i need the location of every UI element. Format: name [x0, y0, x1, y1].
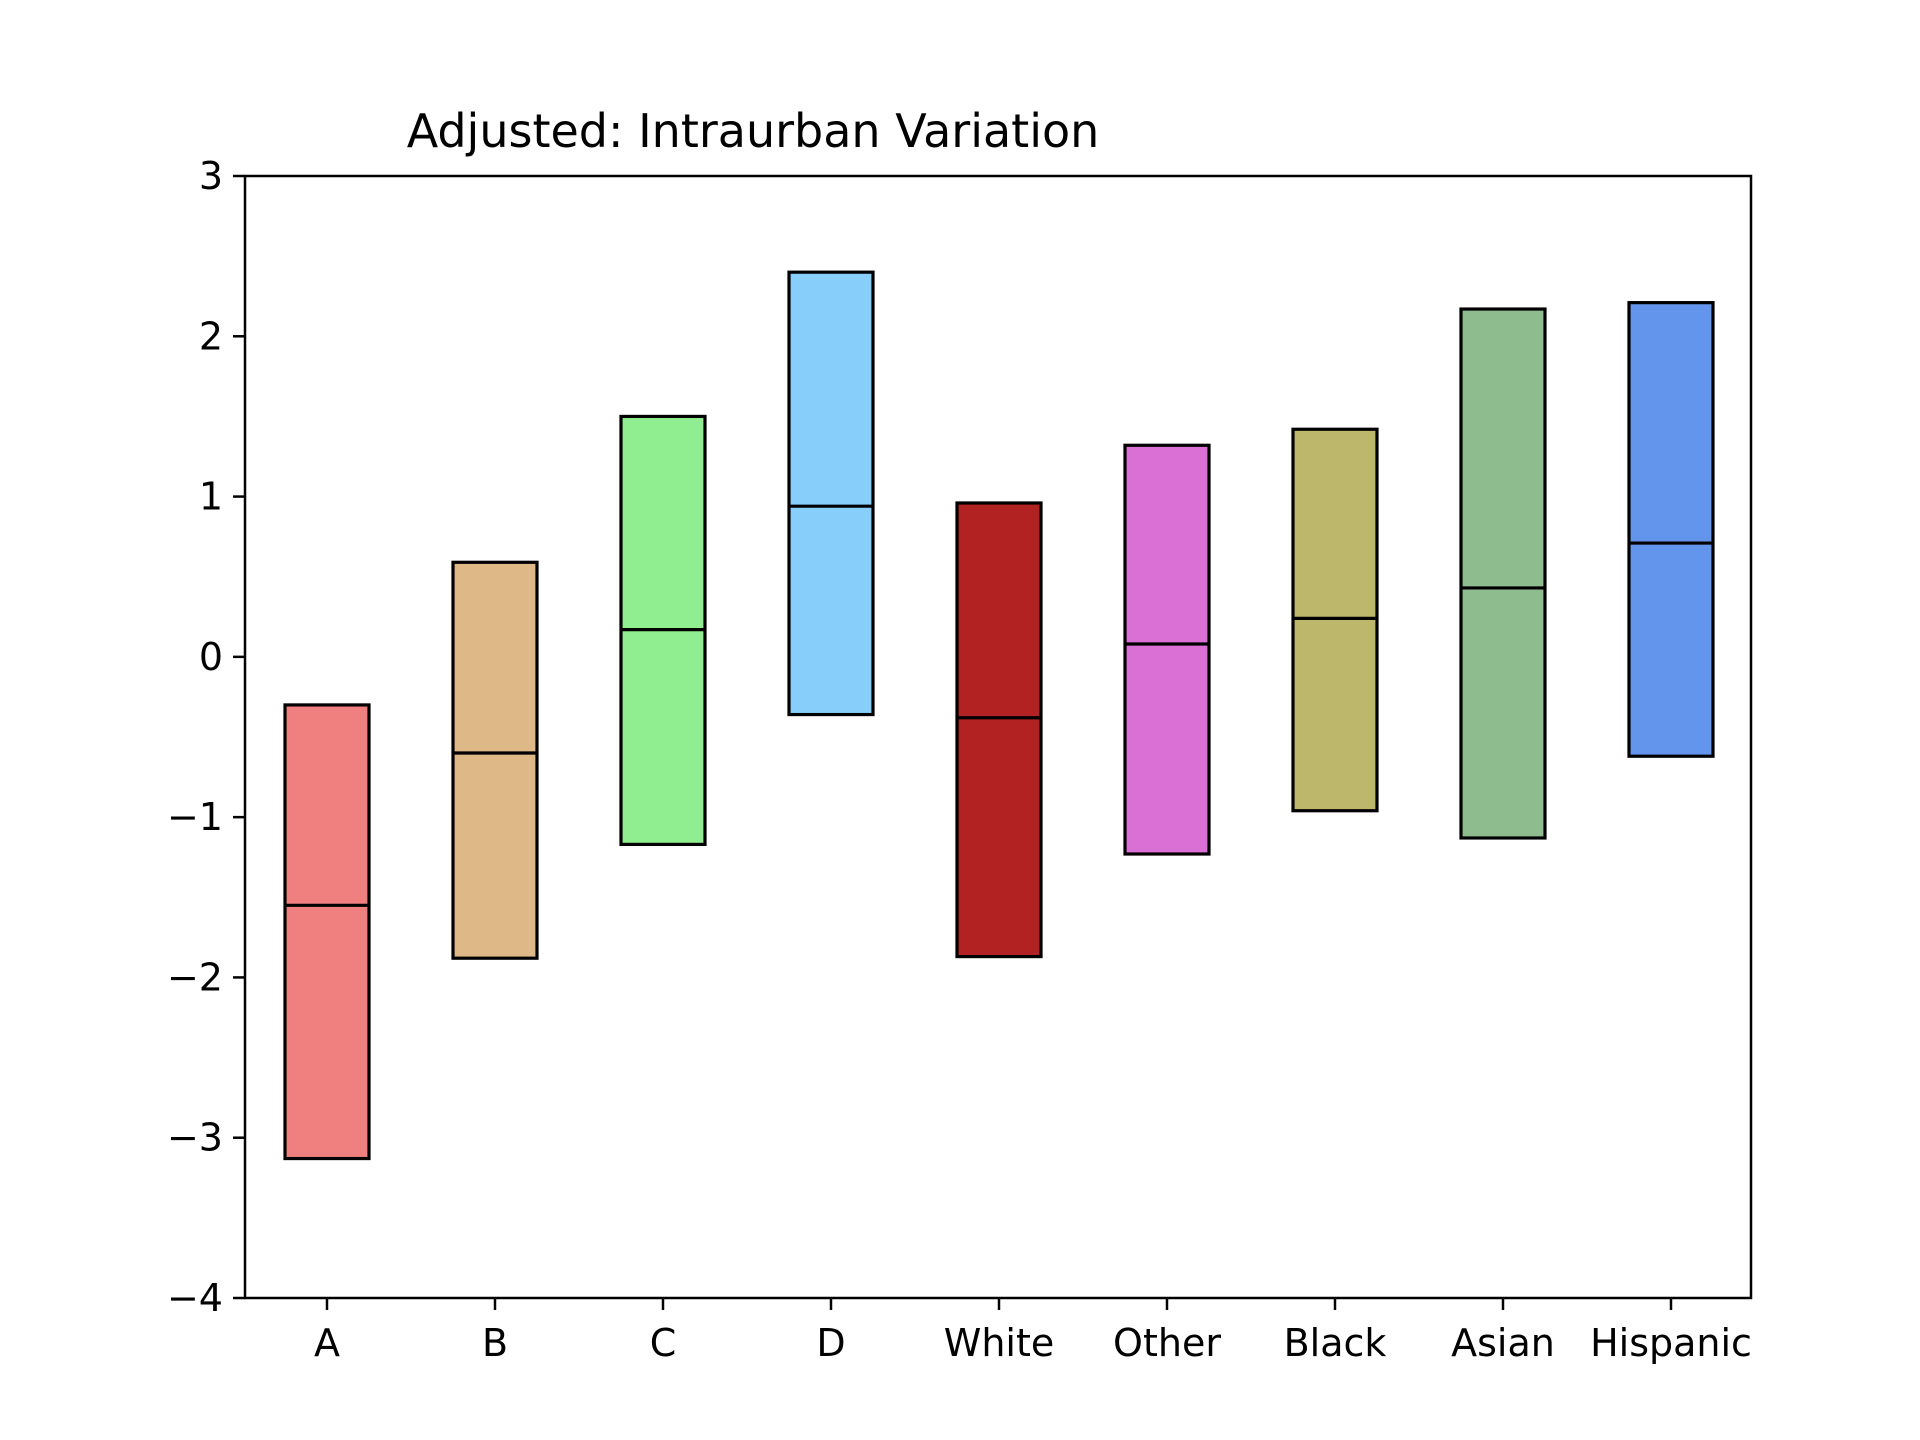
- bars-layer: [283, 270, 1715, 1161]
- bar-group-white: [955, 501, 1043, 959]
- x-tick-label-other: Other: [1113, 1321, 1221, 1365]
- bar-other: [1123, 443, 1211, 856]
- x-tick-label-black: Black: [1284, 1321, 1387, 1365]
- bar-group-c: [619, 414, 707, 846]
- y-tick-label: −3: [167, 1116, 223, 1160]
- bar-group-other: [1123, 443, 1211, 856]
- bar-group-hispanic: [1627, 301, 1715, 758]
- bar-hispanic: [1627, 301, 1715, 758]
- chart-title: Adjusted: Intraurban Variation: [407, 104, 1100, 158]
- bar-asian: [1459, 307, 1547, 840]
- x-tick-label-white: White: [944, 1321, 1055, 1365]
- y-axis: −4 −3 −2 −1 0 1 2 3: [167, 154, 245, 1320]
- x-tick-label-hispanic: Hispanic: [1590, 1321, 1752, 1365]
- bar-group-black: [1291, 427, 1379, 813]
- x-tick-label-c: C: [650, 1321, 677, 1365]
- x-tick-label-b: B: [482, 1321, 508, 1365]
- y-tick-label: 1: [199, 475, 223, 519]
- bar-group-a: [283, 703, 371, 1161]
- x-tick-label-d: D: [816, 1321, 845, 1365]
- x-axis: A B C D White Other Black Asian Hispanic: [314, 1298, 1752, 1365]
- bar-group-asian: [1459, 307, 1547, 840]
- bar-white: [955, 501, 1043, 959]
- y-tick-label: −4: [167, 1276, 223, 1320]
- y-tick-label: 3: [199, 154, 223, 198]
- y-tick-label: −2: [167, 955, 223, 999]
- x-tick-label-a: A: [314, 1321, 340, 1365]
- y-tick-label: −1: [167, 795, 223, 839]
- bar-d: [787, 270, 875, 717]
- x-tick-label-asian: Asian: [1451, 1321, 1555, 1365]
- bar-a: [283, 703, 371, 1161]
- y-tick-label: 2: [199, 314, 223, 358]
- bar-group-d: [787, 270, 875, 717]
- bar-b: [451, 560, 539, 960]
- bar-black: [1291, 427, 1379, 813]
- y-tick-label: 0: [199, 635, 223, 679]
- plot-frame: [243, 174, 1753, 1300]
- bar-group-b: [451, 560, 539, 960]
